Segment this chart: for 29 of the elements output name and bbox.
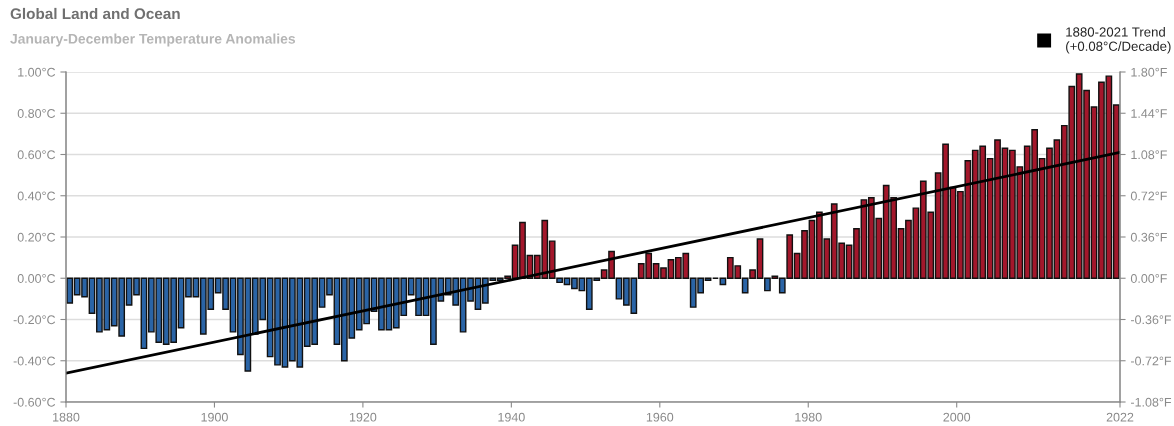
y2-tick-label: 1.08°F [1131,150,1167,160]
y2-tick-label: 0.72°F [1130,191,1167,201]
chart-subtitle: January-December Temperature Anomalies [10,33,296,47]
y2-tick-label: 0.36°F [1130,232,1167,242]
x-tick-label: 1920 [349,412,377,422]
chart-title: Global Land and Ocean [10,7,180,20]
x-tick-label: 1880 [53,412,80,422]
x-tick-label: 1900 [201,412,228,422]
y-tick-label: -0.20°C [13,315,56,325]
y2-tick-label: -0.36°F [1130,315,1172,325]
y-tick-label: 0.20°C [17,232,56,242]
y-tick-label: 0.40°C [17,191,56,201]
y2-tick-label: 1.44°F [1131,109,1167,118]
x-tick-label: 1960 [646,412,674,422]
y2-tick-label: -0.72°F [1130,356,1172,366]
x-tick-label: 2022 [1106,412,1134,422]
x-tick-label: 1980 [795,412,822,422]
y-tick-label: 0.80°C [17,109,56,118]
y-tick-label: 0.60°C [17,150,56,160]
x-tick-label: 1940 [498,412,525,422]
y-tick-label: -0.60°C [13,397,56,407]
y-tick-label: 1.00°C [18,67,56,77]
x-tick-label: 2000 [943,412,971,422]
y-tick-label: 0.00°C [17,274,56,283]
y2-tick-label: -1.08°F [1130,397,1172,407]
legend-label: 1880-2021 Trend (+0.08°C/Decade) [1066,27,1171,54]
y2-tick-label: 0.00°F [1130,274,1167,283]
y-tick-label: -0.40°C [13,356,56,366]
y2-tick-label: 1.80°F [1131,67,1167,77]
